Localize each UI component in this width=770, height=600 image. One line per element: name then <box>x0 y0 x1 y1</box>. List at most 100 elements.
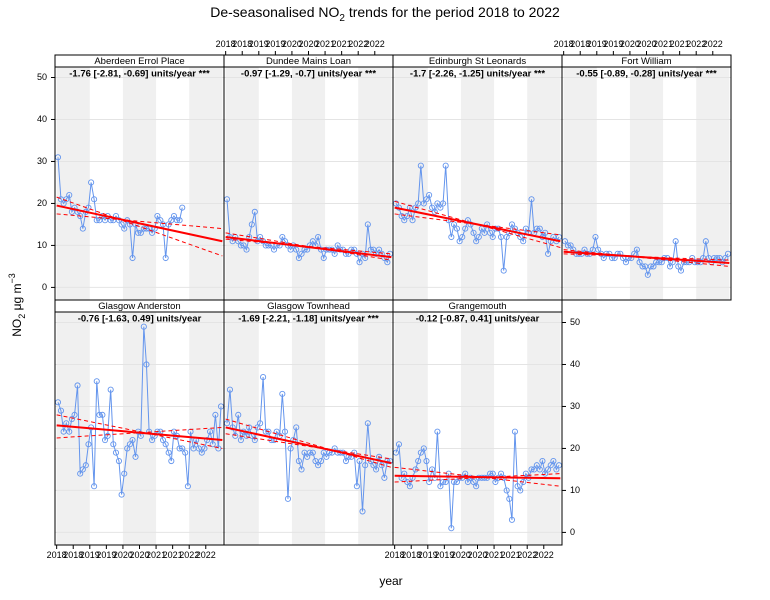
data-point <box>426 478 433 486</box>
data-point <box>420 200 427 207</box>
x-tick-label: 2019 <box>249 39 269 49</box>
trend-line <box>56 424 223 442</box>
data-point <box>162 441 169 448</box>
data-point <box>137 229 144 236</box>
data-point <box>639 263 646 270</box>
data-point <box>93 217 100 224</box>
data-point <box>284 495 292 502</box>
data-point <box>364 221 371 228</box>
chart-title: De-seasonalised NO2 trends for the perio… <box>210 4 560 24</box>
data-point <box>508 516 516 523</box>
data-point <box>359 508 366 515</box>
data-point <box>184 483 191 490</box>
data-point <box>66 191 73 199</box>
x-tick-label: 2020 <box>451 550 471 560</box>
data-point <box>367 246 374 253</box>
x-tick-label: 2020 <box>282 39 302 49</box>
data-point <box>82 462 89 469</box>
trend-line <box>563 250 730 265</box>
x-tick-label: 2018 <box>232 39 252 49</box>
data-point <box>246 424 253 431</box>
data-point <box>656 259 663 266</box>
data-point <box>159 436 167 444</box>
data-point <box>672 238 679 245</box>
x-tick-label: 2021 <box>670 39 690 49</box>
data-point <box>395 441 403 448</box>
data-point <box>417 449 424 456</box>
data-point <box>170 428 178 435</box>
data-point <box>614 250 621 257</box>
data-point <box>356 259 363 266</box>
year-shade <box>291 67 326 300</box>
data-point <box>378 462 385 469</box>
data-point <box>666 263 674 270</box>
data-point <box>448 525 455 532</box>
data-point <box>503 487 510 494</box>
year-shade <box>189 67 223 300</box>
data-point <box>170 212 178 220</box>
x-tick-label: 2022 <box>179 550 199 560</box>
data-point <box>118 221 125 228</box>
data-point <box>437 483 444 490</box>
data-point <box>545 466 552 473</box>
trend-line <box>394 474 561 480</box>
data-point <box>470 478 477 486</box>
y-tick-label: 10 <box>570 485 580 495</box>
data-point <box>522 225 529 232</box>
trend-annotation: -0.76 [-1.63, 0.49] units/year <box>78 314 202 325</box>
data-point <box>209 441 216 448</box>
data-point <box>533 225 540 232</box>
x-axis-label: year <box>379 574 402 588</box>
x-tick-label: 2022 <box>534 550 554 560</box>
y-tick-label: 40 <box>37 114 47 124</box>
data-point <box>528 466 535 473</box>
data-point <box>112 449 120 456</box>
data-point <box>489 233 496 241</box>
data-point <box>453 478 461 486</box>
data-point <box>115 457 123 465</box>
y-tick-label: 50 <box>37 72 47 82</box>
x-tick-label: 2022 <box>365 39 385 49</box>
data-point <box>88 179 95 186</box>
data-point <box>528 196 535 203</box>
data-point <box>536 225 543 232</box>
x-tick-label: 2022 <box>686 39 706 49</box>
data-point <box>470 229 477 236</box>
data-point <box>149 229 156 236</box>
data-point <box>273 428 280 435</box>
data-point <box>334 242 341 249</box>
data-point <box>110 441 117 448</box>
data-point <box>79 466 86 473</box>
x-tick-label: 2018 <box>385 550 405 560</box>
data-point <box>503 233 510 241</box>
panel: Glasgow Townhead -1.69 [-2.21, -1.18] uni… <box>223 299 394 546</box>
x-tick-label: 2021 <box>653 39 673 49</box>
data-point <box>636 259 643 266</box>
x-tick-label: 2020 <box>620 39 640 49</box>
data-point <box>91 196 98 203</box>
x-tick-label: 2019 <box>587 39 607 49</box>
trend-annotation: -1.76 [-2.81, -0.69] units/year *** <box>69 69 210 80</box>
data-point <box>722 254 729 262</box>
x-tick-label: 2021 <box>484 550 504 560</box>
panel-body <box>393 312 562 545</box>
data-point <box>154 212 161 220</box>
panel-body <box>55 312 224 545</box>
panel-body <box>393 67 562 300</box>
data-point <box>132 453 139 460</box>
x-tick-label: 2019 <box>434 550 454 560</box>
x-tick-label: 2019 <box>603 39 623 49</box>
data-point <box>71 411 78 418</box>
data-point <box>237 436 244 444</box>
x-tick-label: 2021 <box>332 39 352 49</box>
data-point <box>536 466 543 473</box>
data-point <box>212 411 219 418</box>
data-point <box>104 432 111 439</box>
year-shade <box>358 312 392 545</box>
strip-label: Grangemouth <box>448 301 506 312</box>
year-shade <box>629 67 664 300</box>
trend-annotation: -1.7 [-2.26, -1.25] units/year *** <box>410 69 545 80</box>
data-point <box>251 436 258 444</box>
data-point <box>309 238 316 245</box>
trend-line <box>225 236 392 259</box>
